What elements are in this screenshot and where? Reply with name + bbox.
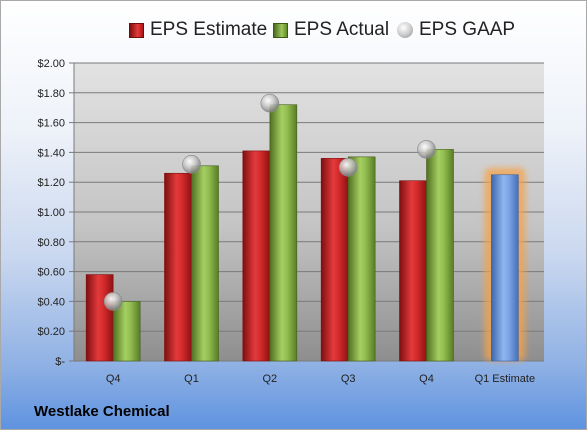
legend-swatch-gaap (397, 22, 413, 38)
bar-eps-estimate (164, 172, 192, 362)
point-eps-gaap (338, 158, 358, 177)
x-tick-label: Q1 (184, 373, 199, 385)
bar-eps-actual (191, 165, 219, 362)
legend-item-eps-gaap: EPS GAAP (397, 15, 515, 45)
legend-swatch-estimate (129, 22, 144, 38)
legend-label-actual: EPS Actual (294, 19, 390, 40)
y-tick-label: $0.60 (37, 267, 65, 279)
bar-eps-estimate (242, 150, 271, 362)
y-axis-labels: $- $0.20 $0.40 $0.60 $0.80 $1.00 $1.20 $1.40 $1.… (37, 58, 65, 368)
chart-marks (85, 93, 526, 362)
y-tick-label: $1.00 (37, 207, 65, 219)
x-tick-label: Q4 (419, 373, 434, 385)
x-tick-label: Q1 Estimate (475, 373, 536, 385)
legend-label-estimate: EPS Estimate (150, 19, 268, 40)
bar-future-estimate (491, 174, 519, 362)
bar-eps-estimate (320, 158, 349, 362)
point-eps-gaap (182, 155, 201, 174)
x-tick-label: Q2 (262, 373, 277, 385)
y-tick-label: $1.60 (37, 118, 65, 130)
x-tick-label: Q4 (106, 373, 121, 385)
point-eps-gaap (260, 93, 280, 113)
legend-item-eps-actual: EPS Actual (273, 15, 389, 45)
legend-swatch-actual (273, 22, 288, 38)
y-tick-label: $1.20 (37, 177, 65, 189)
bar-eps-actual (347, 156, 376, 362)
bar-eps-actual (112, 301, 141, 362)
x-tick-label: Q3 (341, 373, 356, 385)
point-eps-gaap (103, 292, 123, 311)
y-tick-label: $2.00 (37, 58, 65, 70)
y-tick-label: $1.80 (37, 88, 65, 100)
point-eps-gaap (417, 140, 436, 159)
bar-eps-actual (426, 149, 454, 362)
legend-item-eps-estimate: EPS Estimate (129, 15, 267, 45)
y-tick-label: $0.80 (37, 237, 65, 249)
y-tick-label: $0.20 (37, 326, 65, 338)
bar-eps-estimate (399, 180, 427, 362)
y-tick-label: $- (55, 356, 65, 368)
y-tick-label: $0.40 (37, 296, 65, 308)
legend-label-gaap: EPS GAAP (419, 19, 516, 40)
company-name: Westlake Chemical (34, 403, 170, 420)
gridlines (69, 62, 544, 362)
y-tick-label: $1.40 (37, 147, 65, 159)
x-axis-labels: Q4 Q1 Q2 Q3 Q4 Q1 Estimate (106, 373, 535, 385)
bar-eps-estimate (85, 274, 114, 362)
legend: EPS Estimate EPS Actual EPS GAAP (1, 15, 587, 45)
bar-eps-actual (269, 104, 298, 362)
